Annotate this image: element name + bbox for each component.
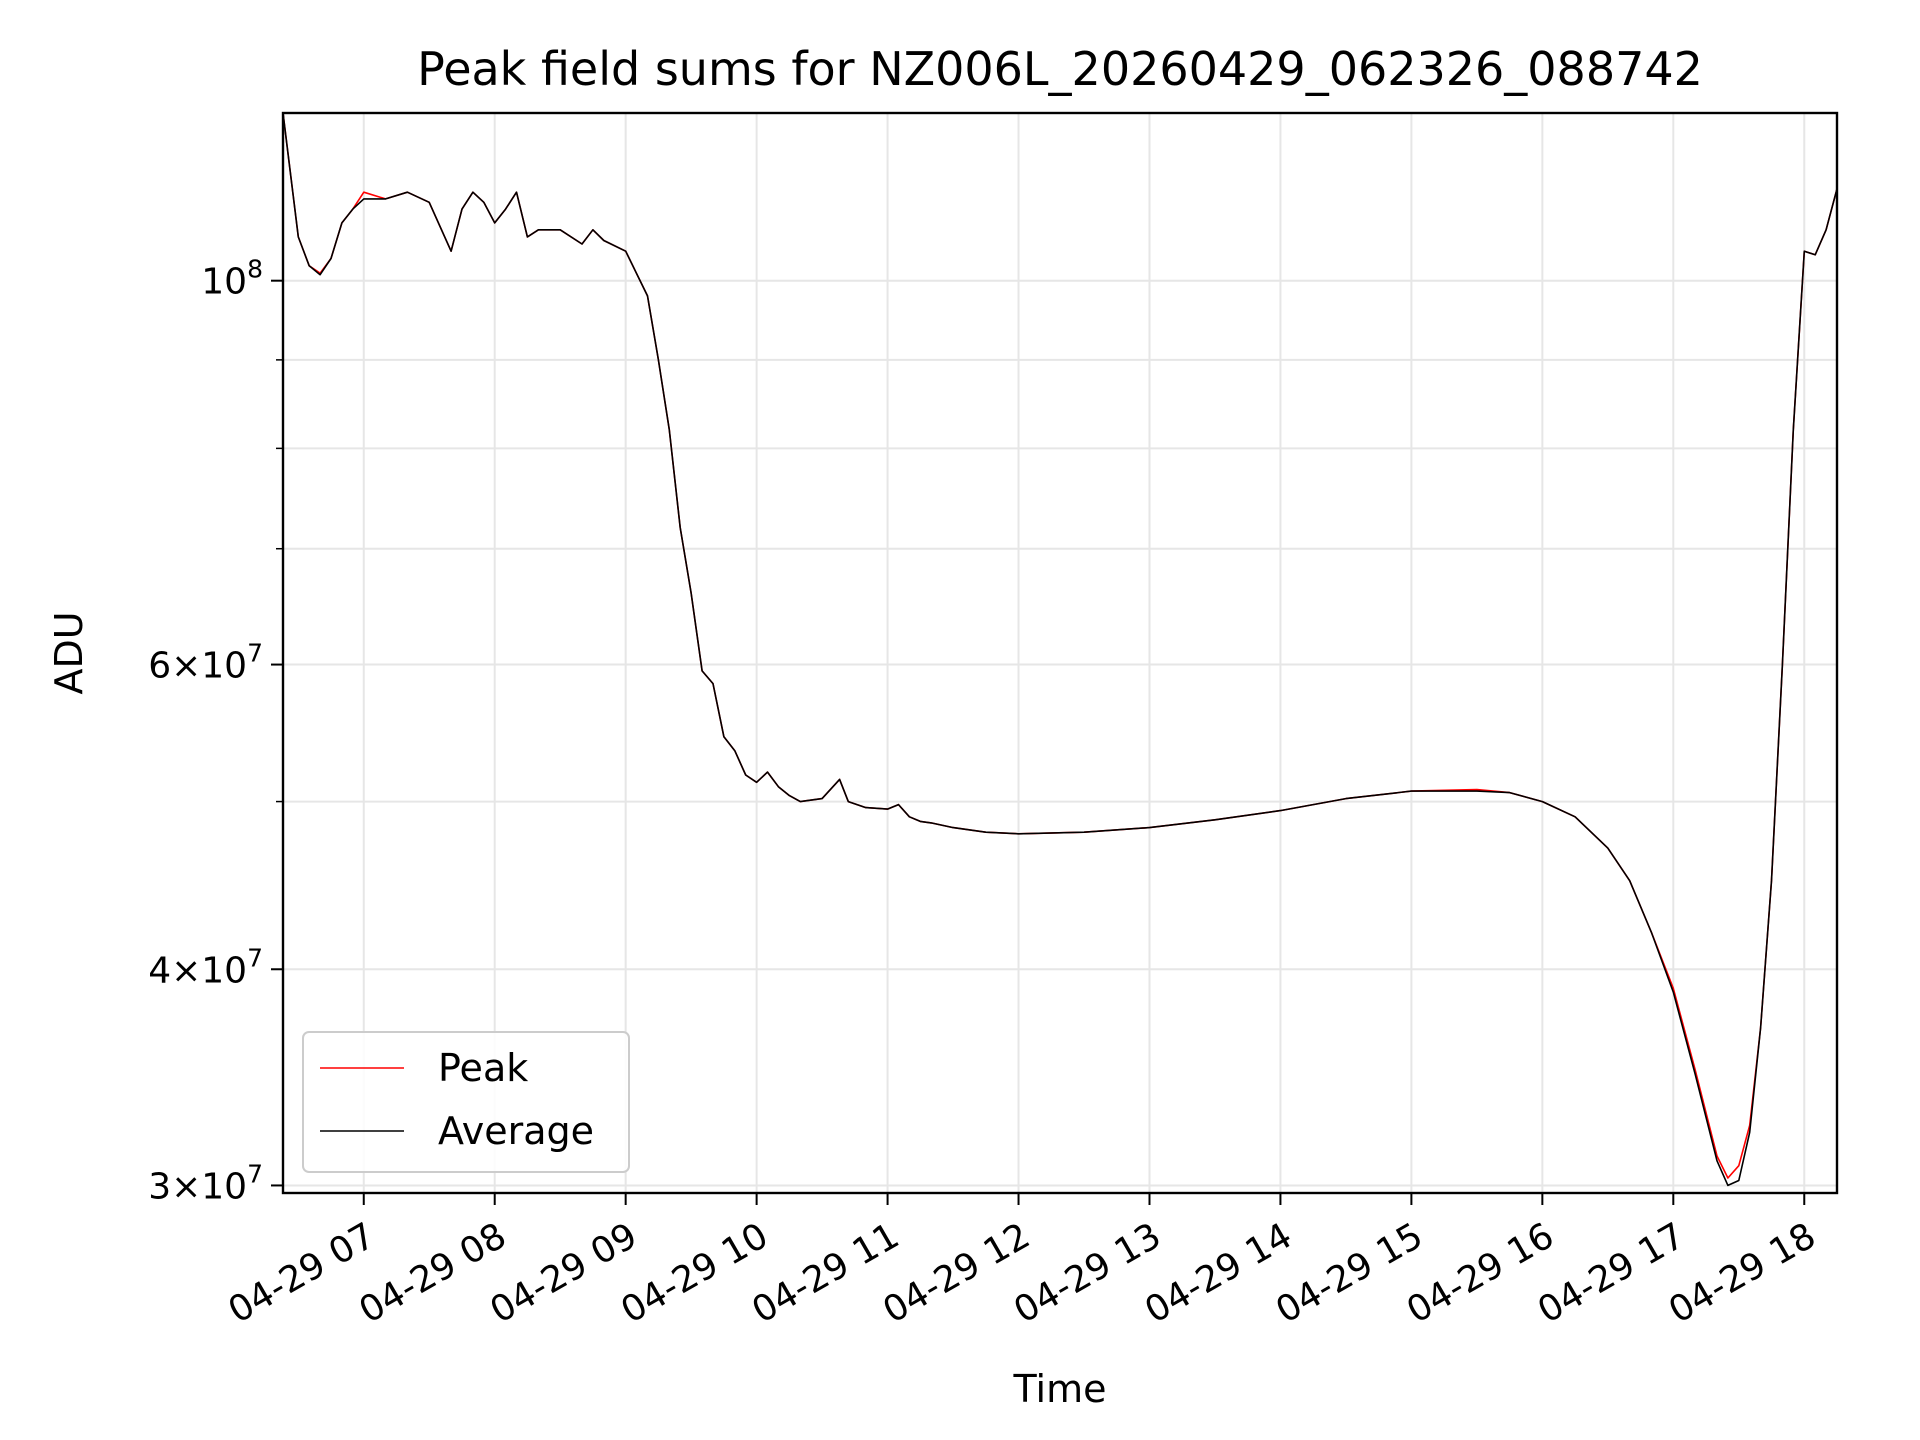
y-tick-label: 3×107 — [148, 1159, 263, 1207]
y-tick-exponent: 7 — [247, 639, 263, 668]
y-tick-label: 6×107 — [148, 639, 263, 687]
y-axis-label: ADU — [47, 611, 91, 694]
series-line-average — [282, 112, 1838, 1187]
chart-title: Peak field sums for NZ006L_20260429_0623… — [417, 42, 1703, 96]
y-tick-base: 4×10 — [148, 950, 247, 991]
legend: Peak Average — [302, 1031, 630, 1173]
x-axis-label: Time — [1013, 1367, 1107, 1411]
y-tick-base: 6×10 — [148, 646, 247, 687]
y-tick-base: 10 — [201, 262, 247, 303]
y-tick-exponent: 7 — [247, 943, 263, 972]
y-tick-exponent: 8 — [247, 255, 263, 284]
series-lines — [282, 112, 1838, 1187]
plot-frame — [281, 111, 1839, 1195]
legend-peak-label: Peak — [438, 1046, 528, 1090]
y-tick-label: 4×107 — [148, 943, 263, 991]
grid — [283, 113, 1837, 1193]
legend-box — [302, 1031, 630, 1173]
y-tick-label: 108 — [201, 255, 263, 303]
y-tick-base: 3×10 — [148, 1166, 247, 1207]
y-tick-exponent: 7 — [247, 1159, 263, 1188]
legend-average-label: Average — [438, 1109, 594, 1153]
